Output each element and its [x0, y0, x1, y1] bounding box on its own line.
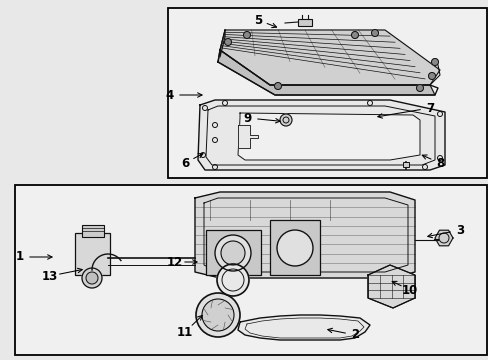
Text: 6: 6	[181, 157, 189, 170]
Text: 8: 8	[435, 157, 443, 170]
Polygon shape	[220, 30, 224, 57]
Bar	[15, 185, 486, 355]
Text: 2: 2	[350, 328, 358, 342]
Circle shape	[224, 39, 231, 45]
Circle shape	[82, 268, 102, 288]
Bar	[75, 233, 110, 275]
Polygon shape	[220, 30, 439, 85]
Circle shape	[243, 32, 250, 39]
Polygon shape	[238, 113, 419, 160]
Polygon shape	[238, 125, 258, 148]
Text: 10: 10	[401, 284, 417, 297]
Polygon shape	[198, 100, 444, 170]
Circle shape	[351, 32, 358, 39]
Polygon shape	[238, 315, 369, 340]
Circle shape	[215, 235, 250, 271]
Circle shape	[202, 299, 234, 331]
Bar	[297, 19, 311, 26]
Circle shape	[221, 241, 244, 265]
Text: 4: 4	[165, 89, 174, 102]
Text: 12: 12	[166, 256, 183, 269]
Circle shape	[280, 114, 291, 126]
Text: 1: 1	[16, 251, 24, 264]
Bar	[402, 162, 408, 167]
Text: 5: 5	[253, 14, 262, 27]
Circle shape	[276, 230, 312, 266]
Bar	[269, 220, 319, 275]
Circle shape	[430, 58, 438, 66]
Polygon shape	[434, 230, 452, 246]
Bar	[205, 230, 261, 275]
Text: 3: 3	[455, 224, 463, 237]
Circle shape	[416, 85, 423, 91]
Circle shape	[196, 293, 240, 337]
Text: 9: 9	[244, 112, 252, 125]
Text: 7: 7	[425, 102, 433, 114]
Circle shape	[86, 272, 98, 284]
Circle shape	[371, 30, 378, 36]
Bar	[82, 225, 104, 237]
Text: 13: 13	[42, 270, 58, 283]
Circle shape	[274, 82, 281, 90]
Text: 11: 11	[177, 325, 193, 338]
Circle shape	[427, 72, 435, 80]
Polygon shape	[195, 192, 414, 278]
Polygon shape	[218, 50, 434, 95]
Polygon shape	[367, 265, 414, 308]
Circle shape	[217, 264, 248, 296]
Bar	[168, 8, 486, 178]
